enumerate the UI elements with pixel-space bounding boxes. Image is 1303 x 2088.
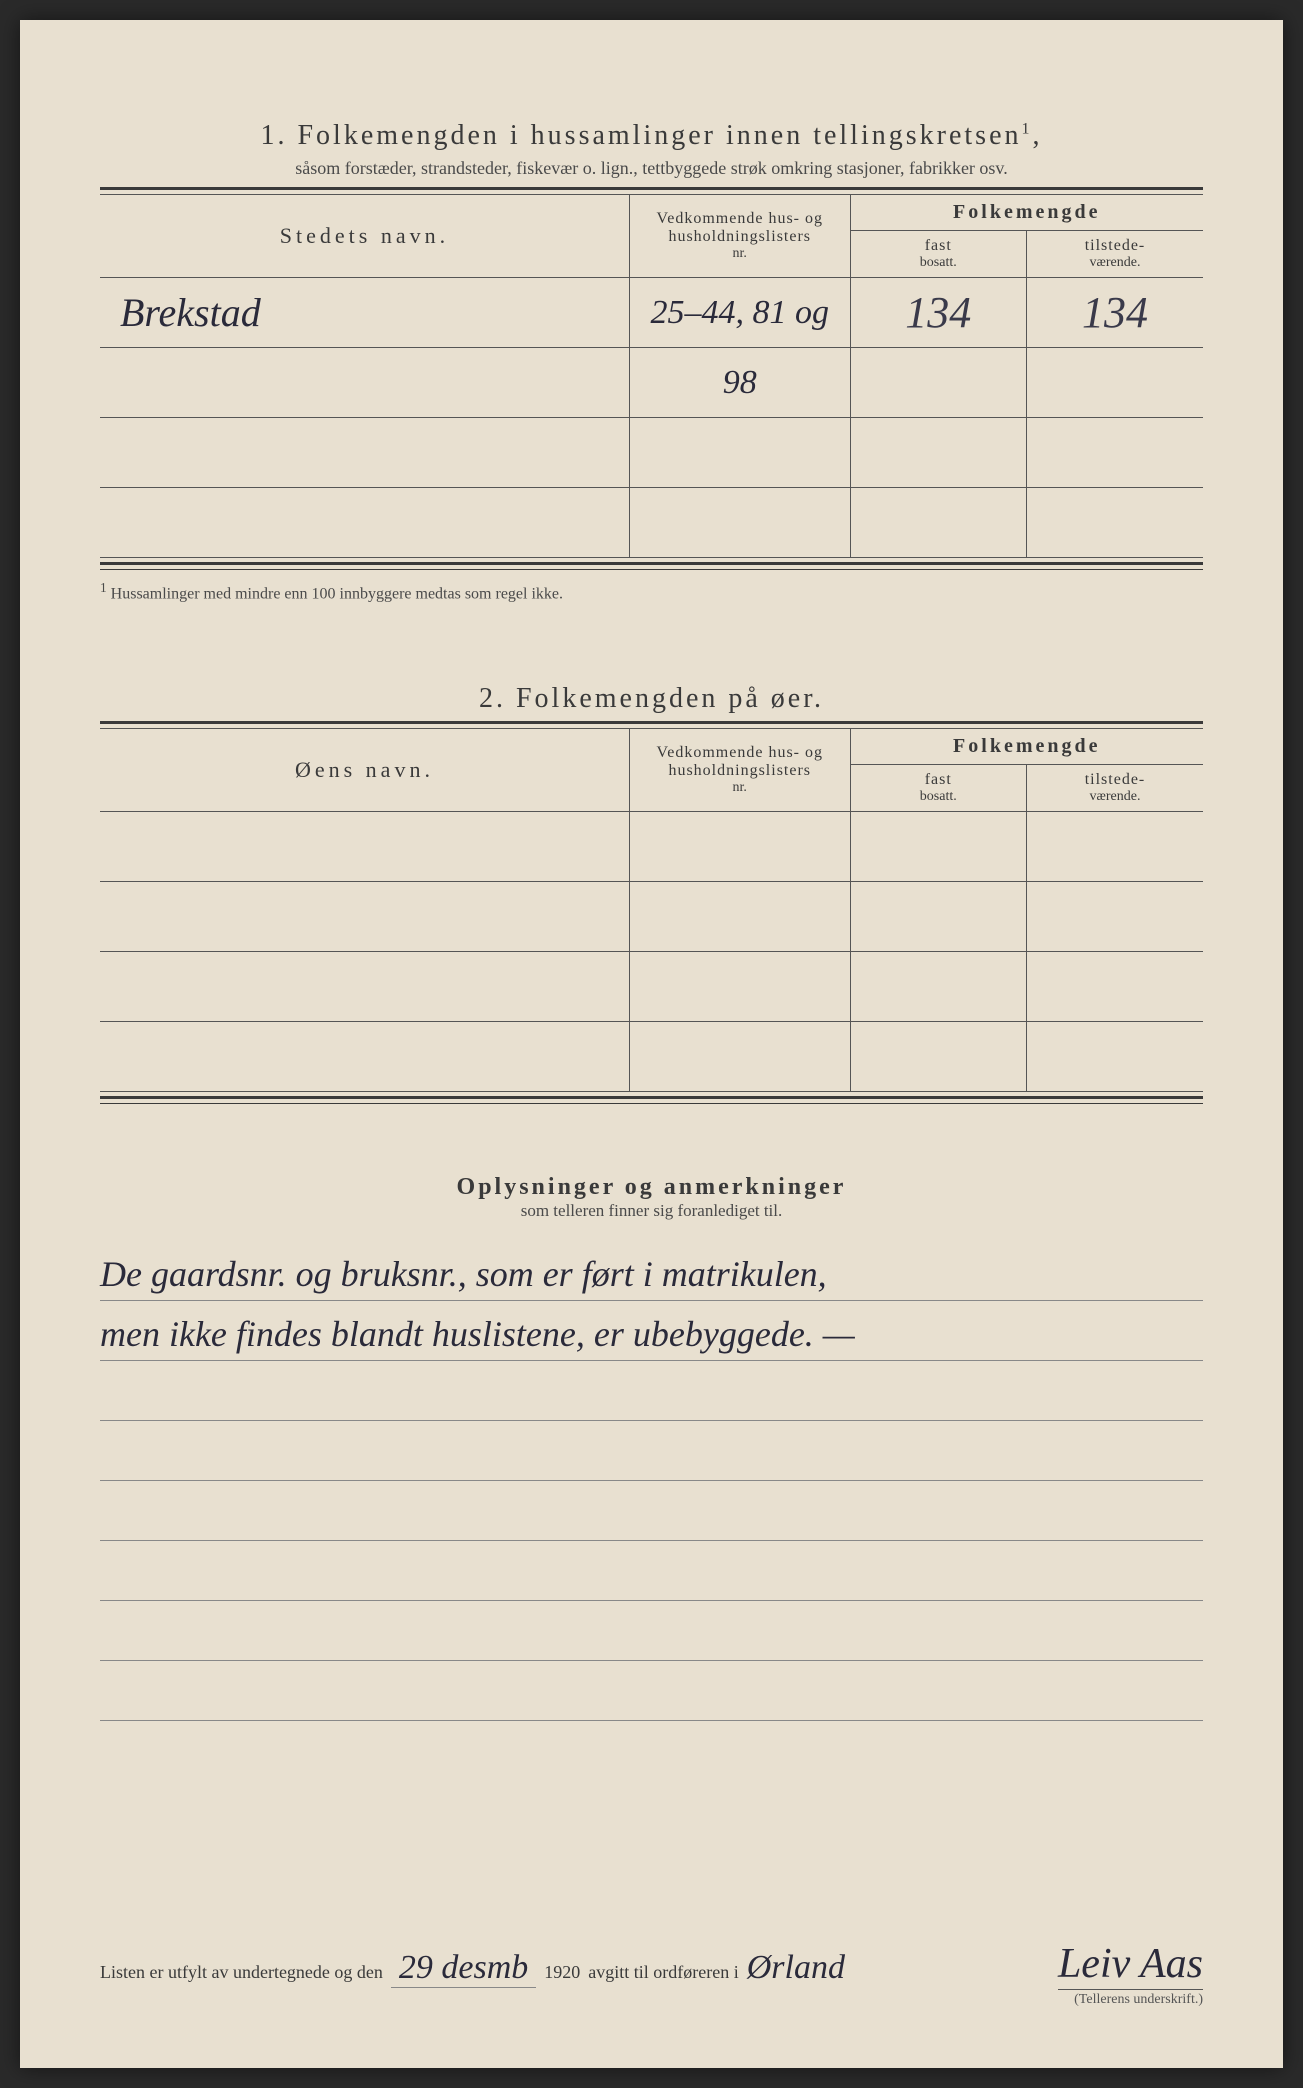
table-row [100,882,1203,952]
th-fast-l2: bosatt. [855,255,1022,271]
th-til-l1: tilstede- [1031,771,1199,789]
rule [100,187,1203,190]
th-oens-navn: Øens navn. [100,729,629,812]
section2-number: 2. [479,683,506,714]
table-row [100,952,1203,1022]
th-nr: Vedkommende hus- og husholdningslisters … [629,729,850,812]
th-folkemengde: Folkemengde [850,195,1203,231]
section-2: 2. Folkemengden på øer. Øens navn. Vedko… [100,683,1203,1104]
footer-year: 1920 [544,1962,580,1983]
rule [100,1096,1203,1099]
table-row: 98 [100,348,1203,418]
th-fast: fast bosatt. [850,765,1026,812]
th-nr-l2: husholdningslisters [634,228,846,246]
remark-text: De gaardsnr. og bruksnr., som er ført i … [100,1253,827,1296]
th-til-l1: tilstede- [1031,237,1199,255]
remark-line [100,1541,1203,1601]
footnote-text: Hussamlinger med mindre enn 100 innbygge… [111,585,563,602]
th-nr-l1: Vedkommende hus- og [634,744,846,762]
cell-name: Brekstad [120,290,261,335]
section1-title-text: Folkemengden i hussamlinger innen tellin… [297,120,1021,151]
signature-label: (Tellerens underskrift.) [1058,1989,1203,2008]
footer-mid: avgitt til ordføreren i [588,1962,738,1983]
section-1: 1. Folkemengden i hussamlinger innen tel… [100,120,1203,603]
remarks-title: Oplysninger og anmerkninger [100,1174,1203,1201]
table-row [100,1022,1203,1092]
footer-date: 29 desmb [391,1949,536,1988]
section-3-remarks: Oplysninger og anmerkninger som telleren… [100,1174,1203,1721]
cell-nr: 25–44, 81 og [650,294,829,331]
th-til: tilstede- værende. [1027,231,1204,278]
th-til: tilstede- værende. [1027,765,1204,812]
remark-line: men ikke findes blandt huslistene, er ub… [100,1301,1203,1361]
rule [100,562,1203,565]
footnote-mark: 1 [100,580,107,595]
census-form-page: 1. Folkemengden i hussamlinger innen tel… [20,20,1283,2068]
th-nr-l3: nr. [634,780,846,796]
section1-number: 1. [260,120,287,151]
th-nr-l3: nr. [634,246,846,262]
th-fast: fast bosatt. [850,231,1026,278]
table-2: Øens navn. Vedkommende hus- og husholdni… [100,728,1203,1092]
table-row [100,488,1203,558]
remark-line [100,1361,1203,1421]
table-row: Brekstad 25–44, 81 og 134 134 [100,278,1203,348]
th-fast-l1: fast [855,771,1022,789]
remark-text: men ikke findes blandt huslistene, er ub… [100,1313,855,1356]
th-nr-l1: Vedkommende hus- og [634,210,846,228]
footer: Listen er utfylt av undertegnede og den … [100,1949,1203,1988]
table-row [100,812,1203,882]
rule [100,1103,1203,1104]
section2-title: 2. Folkemengden på øer. [100,683,1203,715]
th-til-l2: værende. [1031,789,1199,805]
remark-line [100,1421,1203,1481]
signature-area: Leiv Aas (Tellerens underskrift.) [1058,1943,1203,2008]
remark-line [100,1481,1203,1541]
th-fast-l2: bosatt. [855,789,1022,805]
section1-subtitle: såsom forstæder, strandsteder, fiskevær … [100,158,1203,179]
footer-prefix: Listen er utfylt av undertegnede og den [100,1962,383,1983]
remark-line: De gaardsnr. og bruksnr., som er ført i … [100,1241,1203,1301]
footer-place: Ørland [747,1949,845,1987]
section1-sup: 1 [1022,121,1033,138]
th-nr-l2: husholdningslisters [634,762,846,780]
signature: Leiv Aas [1058,1943,1203,1985]
table-1: Stedets navn. Vedkommende hus- og hushol… [100,194,1203,558]
th-nr: Vedkommende hus- og husholdningslisters … [629,195,850,278]
remark-line [100,1601,1203,1661]
cell-fast: 134 [905,288,971,337]
th-folkemengde: Folkemengde [850,729,1203,765]
table-row [100,418,1203,488]
rule [100,569,1203,570]
section2-title-text: Folkemengden på øer. [516,683,824,714]
rule [100,721,1203,724]
th-fast-l1: fast [855,237,1022,255]
remark-line [100,1661,1203,1721]
footnote-1: 1 Hussamlinger med mindre enn 100 innbyg… [100,580,1203,603]
remarks-subtitle: som telleren finner sig foranlediget til… [100,1201,1203,1221]
cell-til: 134 [1082,288,1148,337]
section1-title: 1. Folkemengden i hussamlinger innen tel… [100,120,1203,152]
cell-nr: 98 [723,364,757,401]
th-til-l2: værende. [1031,255,1199,271]
th-stedets-navn: Stedets navn. [100,195,629,278]
